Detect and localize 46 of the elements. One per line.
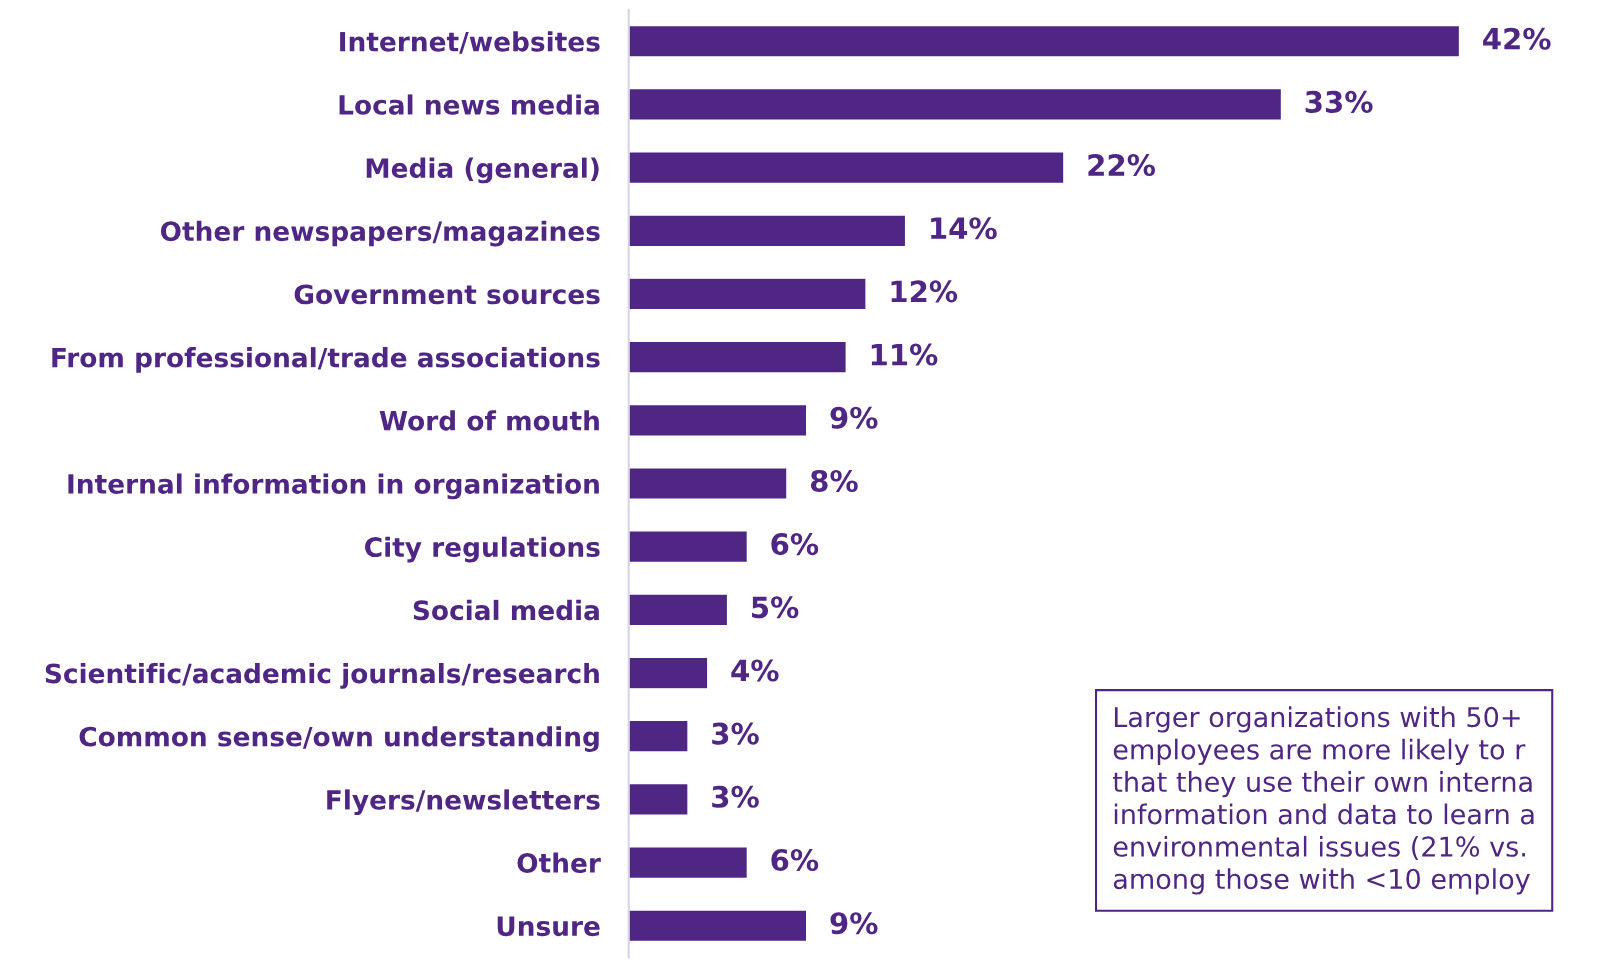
y-tick-label: Media (general) — [366, 157, 599, 184]
y-tick-label: Unsure — [497, 916, 600, 937]
data-label: 5% — [752, 596, 799, 619]
bar — [628, 656, 709, 690]
data-label: 9% — [830, 406, 878, 429]
y-tick-label: Flyers/newsletters — [327, 789, 600, 816]
bar — [628, 467, 788, 500]
data-label: 8% — [810, 469, 858, 492]
bar — [628, 340, 847, 374]
bar — [628, 719, 689, 753]
bar — [628, 782, 689, 816]
y-tick-label: Common sense/own understanding — [79, 726, 599, 752]
bar — [628, 277, 867, 311]
y-tick-label: Internet/websites — [340, 31, 600, 54]
bar — [628, 530, 749, 564]
y-tick-label: Word of mouth — [379, 410, 599, 431]
data-label: 3% — [712, 785, 759, 808]
y-tick-label: Scientific/academic journals/research — [45, 663, 599, 689]
bar — [628, 87, 1283, 121]
bar — [628, 593, 729, 627]
data-label: 12% — [891, 280, 958, 303]
data-label: 14% — [931, 217, 997, 240]
data-label: 9% — [830, 912, 878, 935]
bar — [628, 24, 1461, 58]
bar — [628, 403, 808, 437]
data-label: 11% — [871, 343, 938, 366]
data-label: 6% — [771, 533, 819, 556]
y-tick-label: City regulations — [365, 536, 600, 563]
y-tick-label: Local news media — [339, 94, 599, 115]
data-label: 6% — [771, 848, 819, 872]
y-tick-label: Internal information in organization — [68, 473, 599, 500]
bar — [628, 846, 749, 880]
y-tick-label: Social media — [413, 599, 599, 621]
y-tick-label: From professional/trade associations — [52, 347, 600, 373]
bar — [628, 151, 1065, 185]
data-label: 42% — [1483, 27, 1551, 50]
data-label: 33% — [1305, 90, 1373, 113]
bar — [628, 909, 808, 943]
y-tick-label: Government sources — [294, 284, 600, 305]
data-label: 22% — [1088, 154, 1155, 177]
annotation: Larger organizations with 50+ employees are more likely to r that they use their own interna information and data to learn a environmental issues (21% vs. among those with <10 employ — [1113, 706, 1534, 895]
data-label: 3% — [712, 722, 759, 745]
y-tick-label: Other — [517, 852, 601, 873]
data-label: 4% — [731, 659, 779, 682]
bar — [628, 214, 907, 248]
y-tick-label: Other newspapers/magazines — [160, 220, 600, 247]
